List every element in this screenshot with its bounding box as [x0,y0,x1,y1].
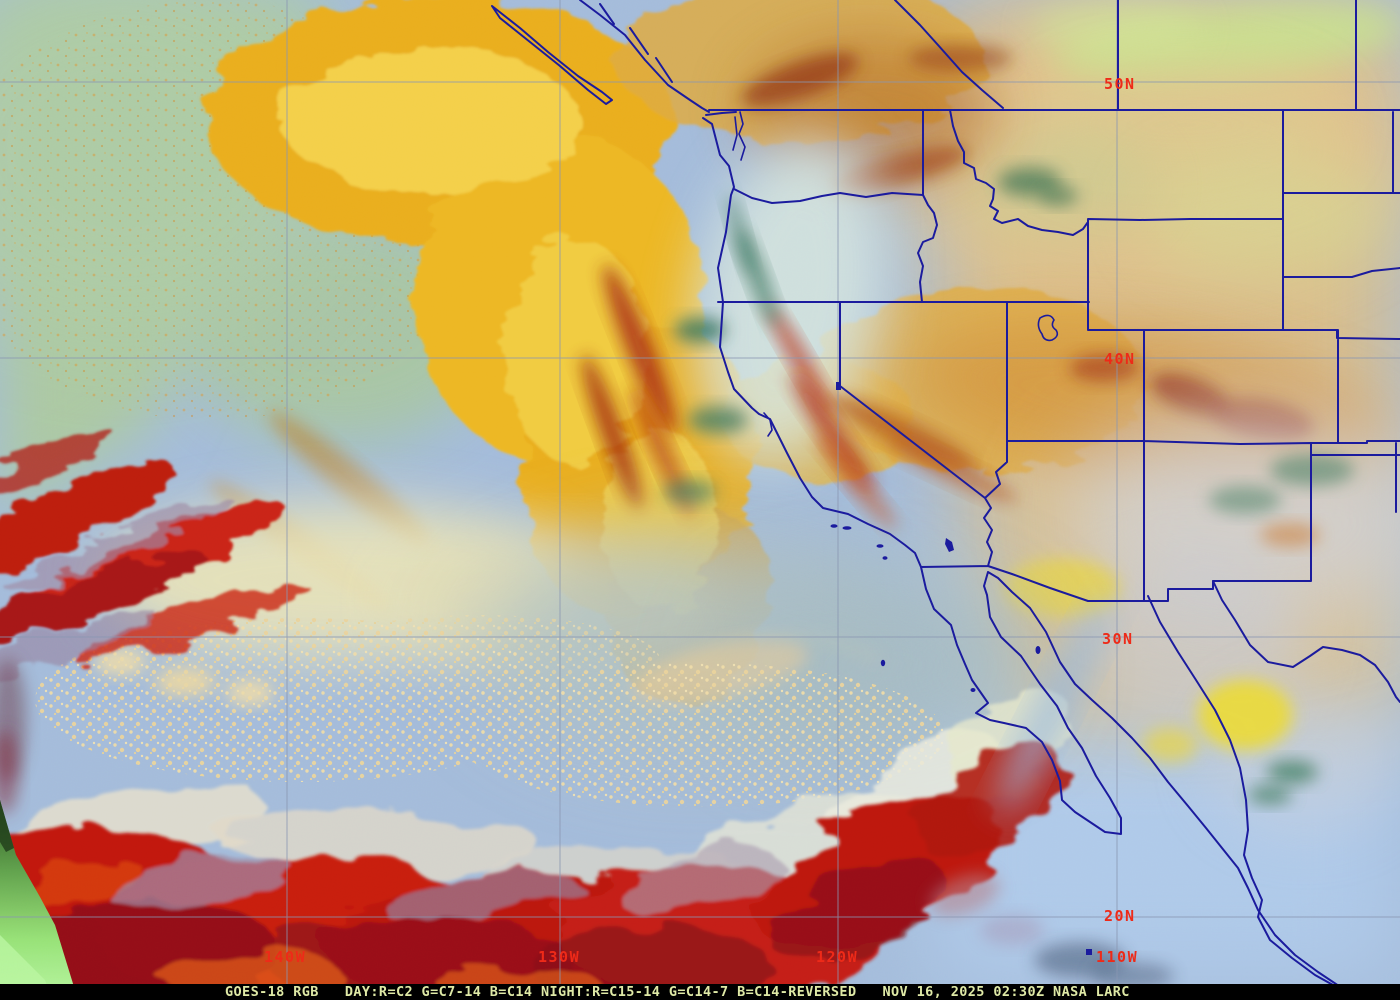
puget-sound [732,111,746,161]
guadalupe-island [880,659,886,667]
vancouver-island [491,5,613,105]
timestamp: NOV 16, 2025 02:30Z NASA LARC [882,984,1130,1000]
mexico-state-borders [1147,595,1334,984]
channel-island3 [876,544,884,548]
status-bar: GOES-18 RGB DAY:R=C2 G=C7-14 B=C14 NIGHT… [0,984,1400,1000]
channel-island1 [830,524,838,528]
lon-label-140w: 140W [264,948,306,966]
pacific-coastline [702,117,1338,984]
state-borders [717,109,1400,602]
socorro-island [1086,949,1092,955]
lon-label-120w: 120W [816,948,858,966]
canada-border [708,0,1400,111]
lakes-and-islands [830,382,1092,955]
channel-island2 [842,526,852,530]
sf-bay [763,412,773,437]
mexico-border [920,565,1400,703]
lat-label-20n: 20N [1104,907,1136,925]
channel-recipe: DAY:R=C2 G=C7-14 B=C14 NIGHT:R=C15-14 G=… [344,984,857,1000]
lat-label-50n: 50N [1104,75,1136,93]
cedros-island [970,688,976,692]
lat-label-40n: 40N [1104,350,1136,368]
channel-island4 [882,556,888,560]
bc-coast [579,0,737,116]
product-name: GOES-18 RGB [225,984,319,1000]
salton-sea [945,538,954,552]
lake-tahoe [836,382,841,390]
grid-labels: 50N 40N 30N 20N 140W 130W 120W 110W [264,75,1138,966]
tiburon-island [1035,646,1041,654]
political-boundaries [491,0,1400,984]
meridian-gridlines [286,0,1118,984]
lon-label-130w: 130W [538,948,580,966]
parallel-gridlines [0,81,1400,918]
lat-label-30n: 30N [1102,630,1134,648]
lon-label-110w: 110W [1096,948,1138,966]
great-salt-lake [1037,314,1059,342]
